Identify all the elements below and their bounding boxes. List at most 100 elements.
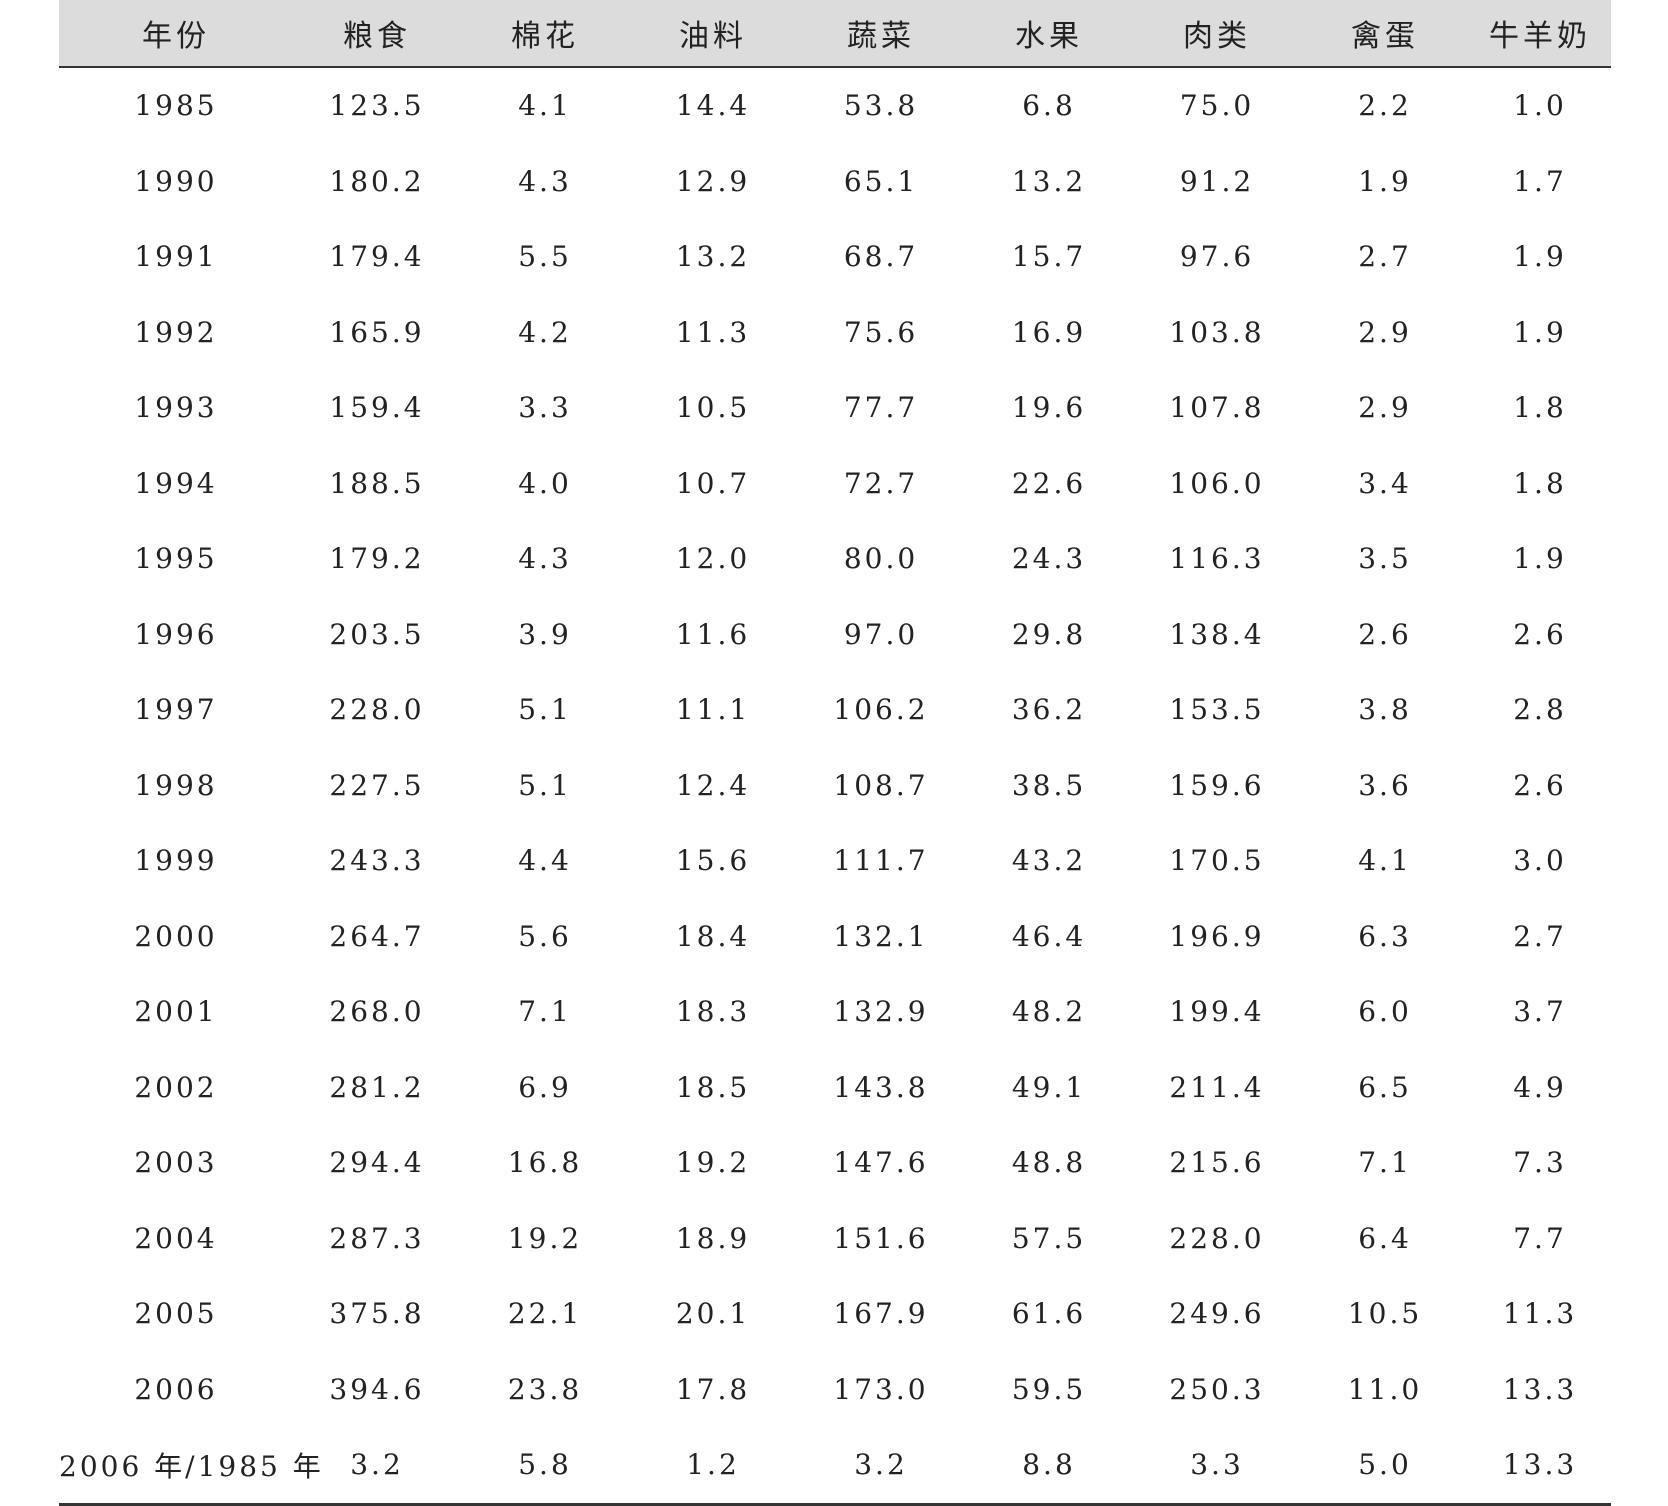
column-header: 粮食 <box>293 0 461 68</box>
table-cell: 4.3 <box>518 164 572 198</box>
table-cell: 16.8 <box>507 1146 583 1180</box>
table-cell: 179.2 <box>329 542 425 576</box>
table-cell: 4.1 <box>518 89 572 123</box>
table-cell: 287.3 <box>329 1221 425 1255</box>
table-cell: 203.5 <box>329 617 425 651</box>
column-header: 水果 <box>965 0 1133 68</box>
row-label-cell: 1996 <box>134 617 218 651</box>
row-label-cell: 1995 <box>134 542 218 576</box>
table-row: 2003 294.4 16.8 19.2 147.6 48.8 215.6 7.1 7.3 <box>59 1125 1611 1201</box>
table-cell: 228.0 <box>1169 1221 1265 1255</box>
table-cell: 3.9 <box>518 617 572 651</box>
table-cell: 46.4 <box>1011 919 1087 953</box>
table-cell: 180.2 <box>329 164 425 198</box>
table-cell: 57.5 <box>1011 1221 1087 1255</box>
table-cell: 2.7 <box>1358 240 1412 274</box>
table-cell: 170.5 <box>1169 844 1265 878</box>
table-cell: 188.5 <box>329 466 425 500</box>
table-cell: 18.3 <box>675 995 751 1029</box>
table-header-row: 年份 粮食 棉花 油料 蔬菜 水果 肉类 禽蛋 牛羊奶 <box>59 0 1611 68</box>
table-cell: 49.1 <box>1011 1070 1087 1104</box>
table-cell: 243.3 <box>329 844 425 878</box>
table-cell: 227.5 <box>329 768 425 802</box>
table-cell: 153.5 <box>1169 693 1265 727</box>
row-label-cell: 2006 年/1985 年 <box>59 1427 321 1506</box>
table-cell: 1.7 <box>1513 164 1567 198</box>
table-cell: 264.7 <box>329 919 425 953</box>
table-cell: 3.5 <box>1358 542 1412 576</box>
table-cell: 4.4 <box>518 844 572 878</box>
table-cell: 179.4 <box>329 240 425 274</box>
table-cell: 29.8 <box>1011 617 1087 651</box>
table-cell: 5.8 <box>461 1427 629 1506</box>
table-cell: 2.6 <box>1513 768 1567 802</box>
table-cell: 138.4 <box>1169 617 1265 651</box>
row-label-cell: 2006 <box>134 1372 218 1406</box>
table-cell: 53.8 <box>843 89 919 123</box>
table-cell: 16.9 <box>1011 315 1087 349</box>
table-cell: 7.1 <box>1358 1146 1412 1180</box>
table-row: 2000 264.7 5.6 18.4 132.1 46.4 196.9 6.3 2.7 <box>59 899 1611 975</box>
table-row: 1992 165.9 4.2 11.3 75.6 16.9 103.8 2.9 1.9 <box>59 295 1611 371</box>
table-cell: 1.9 <box>1513 542 1567 576</box>
table-cell: 228.0 <box>329 693 425 727</box>
table-cell: 12.0 <box>675 542 751 576</box>
table-cell: 2.6 <box>1358 617 1412 651</box>
table-cell: 6.9 <box>518 1070 572 1104</box>
table-row: 1993 159.4 3.3 10.5 77.7 19.6 107.8 2.9 1.8 <box>59 370 1611 446</box>
table-cell: 165.9 <box>329 315 425 349</box>
table-cell: 19.6 <box>1011 391 1087 425</box>
column-header: 棉花 <box>461 0 629 68</box>
table-cell: 3.3 <box>1133 1427 1301 1506</box>
table-cell: 4.2 <box>518 315 572 349</box>
data-table-container: 年份 粮食 棉花 油料 蔬菜 水果 肉类 禽蛋 牛羊奶 1985 123.5 4.1 14.4 53.8… <box>59 0 1611 1506</box>
table-cell: 36.2 <box>1011 693 1087 727</box>
table-row: 2006 年/1985 年 3.2 5.8 1.2 3.2 8.8 3.3 5.0 13.3 <box>59 1427 1611 1506</box>
table-cell: 72.7 <box>843 466 919 500</box>
row-label-cell: 2001 <box>134 995 218 1029</box>
column-header: 禽蛋 <box>1301 0 1469 68</box>
table-cell: 2.6 <box>1513 617 1567 651</box>
table-cell: 11.0 <box>1347 1372 1423 1406</box>
row-label-cell: 1991 <box>134 240 218 274</box>
table-cell: 48.8 <box>1011 1146 1087 1180</box>
table-cell: 103.8 <box>1169 315 1265 349</box>
table-cell: 215.6 <box>1169 1146 1265 1180</box>
table-cell: 159.6 <box>1169 768 1265 802</box>
row-label-cell: 2003 <box>134 1146 218 1180</box>
table-cell: 11.3 <box>675 315 751 349</box>
table-cell: 107.8 <box>1169 391 1265 425</box>
table-cell: 116.3 <box>1169 542 1265 576</box>
table-cell: 167.9 <box>833 1297 929 1331</box>
table-cell: 173.0 <box>833 1372 929 1406</box>
table-cell: 249.6 <box>1169 1297 1265 1331</box>
table-cell: 48.2 <box>1011 995 1087 1029</box>
table-cell: 6.5 <box>1358 1070 1412 1104</box>
table-cell: 61.6 <box>1011 1297 1087 1331</box>
table-row: 1996 203.5 3.9 11.6 97.0 29.8 138.4 2.6 2.6 <box>59 597 1611 673</box>
table-cell: 10.5 <box>675 391 751 425</box>
table-cell: 13.3 <box>1469 1427 1611 1506</box>
table-cell: 151.6 <box>833 1221 929 1255</box>
table-cell: 7.1 <box>518 995 572 1029</box>
table-cell: 268.0 <box>329 995 425 1029</box>
data-table: 年份 粮食 棉花 油料 蔬菜 水果 肉类 禽蛋 牛羊奶 1985 123.5 4.1 14.4 53.8… <box>59 0 1611 1506</box>
table-cell: 18.5 <box>675 1070 751 1104</box>
table-cell: 199.4 <box>1169 995 1265 1029</box>
table-cell: 5.1 <box>518 768 572 802</box>
table-cell: 281.2 <box>329 1070 425 1104</box>
table-cell: 394.6 <box>329 1372 425 1406</box>
table-row: 1997 228.0 5.1 11.1 106.2 36.2 153.5 3.8 2.8 <box>59 672 1611 748</box>
table-cell: 6.0 <box>1358 995 1412 1029</box>
table-cell: 3.6 <box>1358 768 1412 802</box>
table-cell: 1.8 <box>1513 391 1567 425</box>
column-header: 蔬菜 <box>797 0 965 68</box>
table-row: 1994 188.5 4.0 10.7 72.7 22.6 106.0 3.4 1.8 <box>59 446 1611 522</box>
table-cell: 65.1 <box>843 164 919 198</box>
table-cell: 123.5 <box>329 89 425 123</box>
table-cell: 11.1 <box>675 693 751 727</box>
table-cell: 22.6 <box>1011 466 1087 500</box>
row-label-cell: 1992 <box>134 315 218 349</box>
row-label-cell: 1994 <box>134 466 218 500</box>
table-cell: 19.2 <box>507 1221 583 1255</box>
